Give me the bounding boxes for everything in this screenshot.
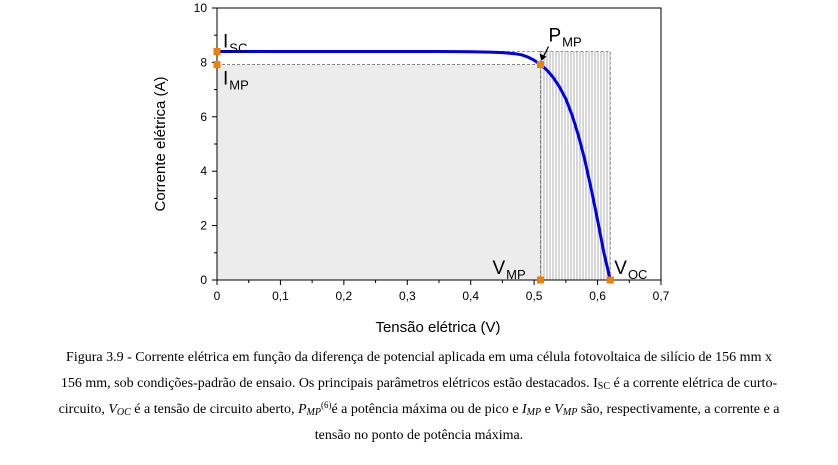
caption-text: é a potência máxima ou de pico e	[331, 402, 522, 417]
caption-symbol: I	[521, 402, 527, 417]
caption-sub: MP	[306, 407, 321, 418]
caption-text: são, respectivamente, a corrente e a	[577, 402, 780, 417]
pmp-label: PMP	[548, 26, 581, 50]
iv-curve-line	[217, 50, 612, 281]
caption-symbol: V	[554, 402, 563, 417]
y-tick-label: 4	[200, 164, 207, 178]
isc-voc-rectangle	[540, 51, 611, 281]
y-tick-label: 0	[200, 273, 207, 287]
imp-marker	[213, 61, 221, 69]
caption-line: Figura 3.9 - Corrente elétrica em função…	[66, 350, 772, 365]
y-tick-label: 6	[200, 110, 207, 124]
caption-line: tensão no ponto de potência máxima.	[314, 428, 524, 443]
caption-text: é a tensão de circuito aberto,	[130, 402, 298, 417]
caption-sub: MP	[526, 407, 542, 418]
isc-marker	[213, 48, 221, 56]
y-tick-label: 2	[200, 219, 207, 233]
vmp-label: VMP	[492, 258, 525, 282]
pmp-arrow-head	[539, 53, 547, 61]
caption-text: e	[541, 402, 555, 417]
caption-text: 156 mm, sob condições-padrão de ensaio. …	[60, 376, 598, 391]
caption-line: 156 mm, sob condições-padrão de ensaio. …	[0, 371, 838, 397]
voc-marker	[606, 276, 614, 284]
max-power-rectangle	[216, 64, 541, 281]
caption-symbol: V	[108, 402, 117, 417]
caption-sub: SC	[597, 381, 610, 392]
vmp-marker	[536, 276, 544, 284]
caption-sub: OC	[116, 407, 131, 418]
voc-label: VOC	[614, 258, 647, 282]
caption-symbol: P	[297, 402, 307, 417]
caption-sub: MP	[562, 407, 578, 418]
x-tick-label: 0,4	[462, 289, 479, 303]
isc-label: ISC	[223, 32, 247, 56]
y-tick-label: 8	[200, 55, 207, 69]
y-axis-title: Corrente elétrica (A)	[152, 76, 169, 211]
x-tick-label: 0,1	[272, 289, 289, 303]
x-tick-label: 0,3	[399, 289, 416, 303]
y-tick-label: 10	[194, 1, 208, 15]
iv-curve-chart: 0 0,1 0,2 0,3 0,4 0,5 0,6 0,7 0 2 4 6 8 10 ISC IMP PMP V…	[152, 1, 670, 336]
caption-line: circuito, VOC é a tensão de circuito abe…	[0, 397, 838, 423]
caption-reference: (6)	[320, 400, 332, 410]
x-axis-title: Tensão elétrica (V)	[375, 319, 500, 336]
figure-caption: Figura 3.9 - Corrente elétrica em função…	[0, 345, 838, 449]
caption-text: circuito,	[58, 402, 109, 417]
imp-label: IMP	[223, 69, 249, 93]
x-tick-label: 0	[214, 289, 221, 303]
caption-text: é a corrente elétrica de curto-	[610, 376, 778, 391]
pmp-marker	[536, 61, 544, 69]
x-tick-label: 0,2	[336, 289, 353, 303]
x-tick-label: 0,7	[653, 289, 670, 303]
x-tick-label: 0,6	[589, 289, 606, 303]
x-tick-label: 0,5	[526, 289, 543, 303]
